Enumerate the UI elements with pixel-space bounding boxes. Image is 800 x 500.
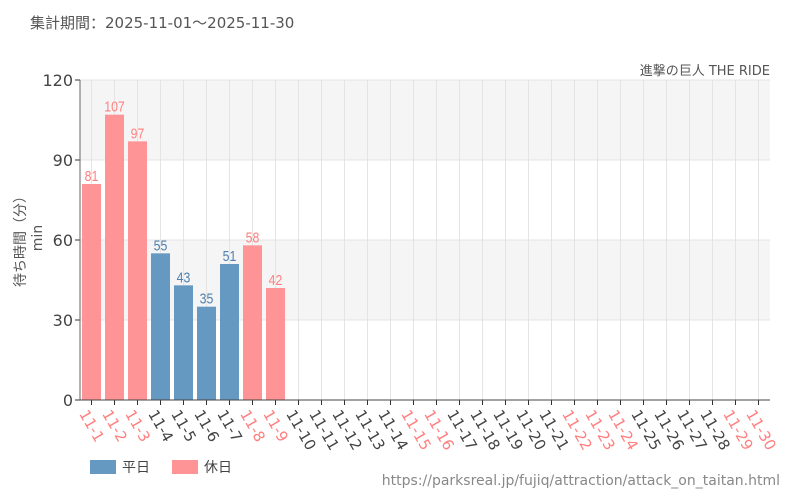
y-tick-label: 60 (53, 231, 73, 250)
grid-band (80, 240, 770, 320)
bar (151, 253, 170, 400)
attraction-name: 進撃の巨人 THE RIDE (639, 64, 770, 79)
y-tick-label: 90 (53, 151, 73, 170)
legend-label-weekday: 平日 (122, 460, 150, 476)
data-label: 42 (269, 272, 283, 288)
data-label: 55 (154, 237, 168, 253)
bar (128, 141, 147, 401)
data-label: 35 (200, 291, 214, 307)
data-label: 58 (246, 229, 260, 245)
bar (82, 184, 101, 400)
bar (105, 114, 124, 401)
legend: 平日 休日 (90, 457, 232, 477)
bar (243, 245, 262, 400)
data-label: 107 (104, 99, 125, 115)
legend-swatch-weekday (90, 460, 116, 474)
legend-swatch-holiday (172, 460, 198, 474)
data-label: 81 (85, 168, 99, 184)
period-label: 集計期間：2025-11-01～2025-11-30 (30, 14, 295, 32)
data-label: 43 (177, 269, 191, 285)
data-label: 97 (131, 125, 145, 141)
bar (220, 264, 239, 400)
grid-band (80, 80, 770, 160)
y-axis-label: 待ち時間（分）min (13, 189, 46, 287)
legend-item-holiday[interactable]: 休日 (172, 457, 232, 477)
y-tick-label: 0 (63, 391, 73, 410)
source-url: https://parksreal.jp/fujiq/attraction/at… (381, 473, 780, 489)
data-label: 51 (223, 248, 237, 264)
bar (266, 288, 285, 400)
y-tick-label: 30 (53, 311, 73, 330)
bar (174, 285, 193, 400)
legend-label-holiday: 休日 (204, 460, 232, 476)
legend-item-weekday[interactable]: 平日 (90, 457, 150, 477)
y-tick-label: 120 (42, 71, 73, 90)
bar (197, 306, 216, 400)
